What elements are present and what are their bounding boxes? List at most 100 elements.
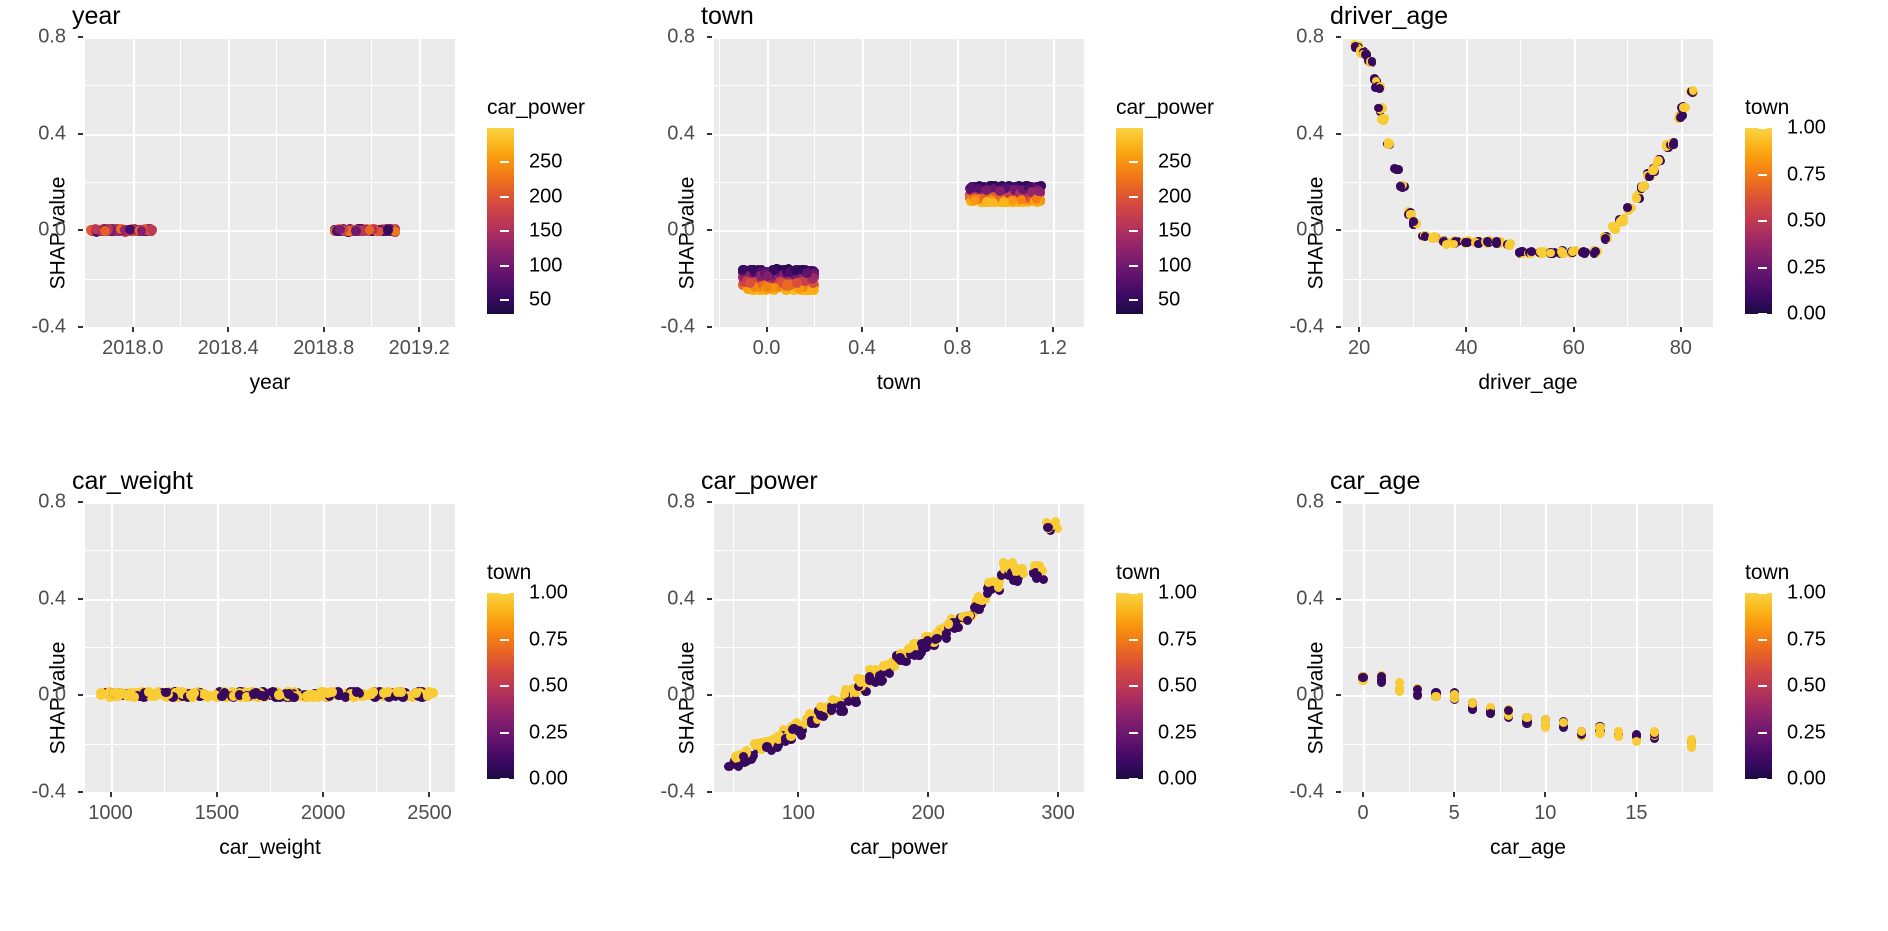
data-point (745, 278, 755, 288)
y-tick-label: -0.4 (660, 780, 695, 803)
data-point (368, 687, 378, 698)
data-point (785, 267, 796, 277)
gridline-x-minor (993, 502, 995, 792)
y-tick-label: -0.4 (31, 780, 66, 803)
legend: car_power 250 200 150 100 50 (1116, 96, 1221, 314)
data-point (904, 644, 914, 654)
colorbar-tick-label: 1.00 (1158, 581, 1197, 604)
data-point (1413, 690, 1423, 700)
colorbar-tick: 0.25 (1143, 721, 1197, 744)
gridline-x-minor (1519, 37, 1521, 327)
colorbar-inner-tick (1129, 638, 1138, 641)
data-point (1571, 246, 1581, 256)
y-tick-mark (78, 597, 83, 600)
data-point (1013, 573, 1024, 583)
gridline-x-major (862, 37, 864, 327)
gridline-x-major (216, 502, 219, 792)
data-point (762, 270, 773, 281)
gridline-x-minor (718, 37, 720, 327)
x-axis-label: car_age (1490, 836, 1566, 859)
data-point (932, 633, 942, 643)
data-point (129, 692, 140, 702)
data-point (774, 741, 784, 751)
data-point (803, 285, 814, 295)
y-tick-label: 0.4 (667, 122, 695, 145)
data-point (1031, 194, 1042, 205)
data-point (769, 265, 779, 276)
data-point (802, 268, 812, 278)
data-point (1482, 237, 1492, 246)
gridline-y-major (85, 133, 455, 136)
y-axis-ticks: -0.4 0.0 0.4 0.8 (0, 491, 83, 803)
colorbar-tick-mark (1772, 731, 1781, 734)
y-tick-mark (78, 36, 83, 38)
y-tick-mark (707, 326, 712, 328)
data-point (1383, 140, 1393, 150)
y-tick-label: 0.8 (1296, 25, 1324, 48)
legend: town 1.00 0.75 0.50 0.25 0.00 (487, 561, 592, 790)
colorbar-tick: 50 (1143, 289, 1180, 312)
data-point (334, 690, 344, 701)
data-point (1577, 248, 1587, 257)
data-point (836, 701, 846, 711)
legend-colorbar-row: 1.00 0.75 0.50 0.25 0.00 (1745, 117, 1850, 325)
plot-panel (1343, 37, 1713, 327)
data-point (1595, 722, 1605, 732)
data-point (988, 184, 999, 195)
data-point (1504, 705, 1514, 716)
data-point (996, 570, 1006, 580)
y-tick-mark (78, 132, 83, 135)
data-point (918, 643, 928, 653)
x-tick-label: 15 (1625, 802, 1648, 824)
x-axis-label: car_power (849, 836, 949, 859)
data-point (1688, 86, 1698, 96)
panel-title: year (72, 2, 121, 30)
gridline-x-minor (814, 37, 816, 327)
gridline-x-minor (1408, 502, 1410, 792)
y-tick-mark (1336, 694, 1341, 697)
gridline-y-major (714, 230, 1084, 233)
data-point (808, 273, 818, 283)
gridline-x-major (323, 502, 326, 792)
data-point (749, 282, 760, 293)
legend-colorbar-row: 250 200 150 100 50 (1116, 128, 1221, 314)
plot-area-wrapper (714, 502, 1084, 792)
colorbar-inner-tick (1758, 778, 1767, 780)
colorbar-inner-tick (1758, 220, 1767, 222)
gridline-x-minor (909, 37, 911, 327)
colorbar-tick-label: 1.00 (1787, 581, 1826, 604)
colorbar-tick: 250 (514, 151, 562, 174)
legend: car_power 250 200 150 100 50 (487, 96, 592, 314)
data-point (1540, 714, 1550, 724)
x-tick-mark (1362, 792, 1365, 797)
x-axis-label: driver_age (1478, 371, 1578, 394)
data-point (774, 730, 784, 741)
data-point (1407, 209, 1416, 219)
panel-year: year SHAP value -0.4 0.0 0.4 0.8 2018.0 2018.4 2… (0, 0, 629, 465)
x-tick-mark (1453, 792, 1456, 797)
legend: town 1.00 0.75 0.50 0.25 0.00 (1745, 561, 1850, 790)
y-tick-label: 0.0 (1296, 218, 1324, 241)
colorbar-tick-mark (1772, 266, 1781, 269)
colorbar-tick: 0.25 (1772, 256, 1826, 279)
gridline-y-minor (1343, 550, 1713, 552)
colorbar-tick-label: 0.25 (529, 721, 568, 743)
x-tick-label: 1.2 (1039, 337, 1067, 359)
data-point (804, 708, 814, 718)
colorbar-ticks: 250 200 150 100 50 (1129, 128, 1221, 314)
gridline-x-major (1454, 502, 1457, 792)
gridline-x-minor (376, 502, 378, 792)
plot-area-wrapper (714, 37, 1084, 327)
data-point (941, 628, 951, 639)
colorbar-tick: 0.50 (1772, 675, 1826, 698)
colorbar-tick-mark (1772, 127, 1781, 129)
data-point (724, 762, 734, 772)
x-tick-mark (797, 792, 800, 797)
x-axis-label: town (876, 371, 922, 394)
data-point (999, 564, 1009, 574)
data-point (922, 636, 932, 646)
colorbar-tick: 0.75 (1772, 628, 1826, 651)
data-point (993, 580, 1004, 590)
data-point (1019, 569, 1029, 579)
data-point (1050, 517, 1061, 527)
